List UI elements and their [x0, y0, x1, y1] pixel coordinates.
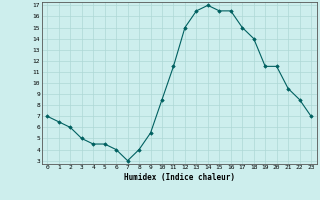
X-axis label: Humidex (Indice chaleur): Humidex (Indice chaleur) — [124, 173, 235, 182]
